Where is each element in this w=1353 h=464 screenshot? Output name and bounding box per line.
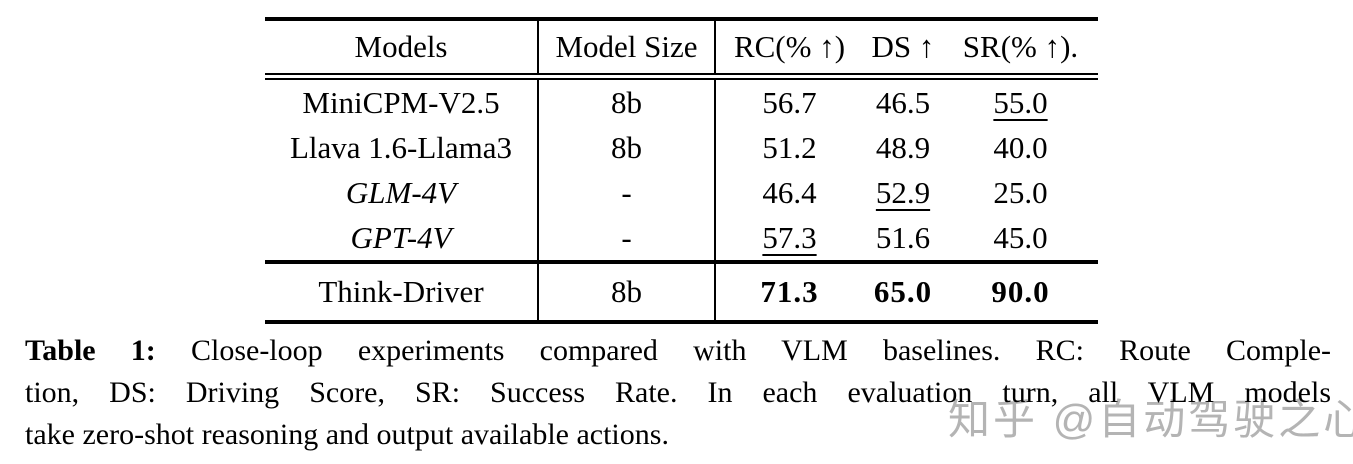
ds-cell: 46.5 (875, 84, 931, 120)
table-row: GPT-4V - 57.3 51.6 45.0 (265, 215, 1098, 264)
sr-cell: 40.0 (993, 129, 1048, 165)
results-table-container: Models Model Size RC(% ↑) DS ↑ SR(% ↑). … (265, 17, 1098, 324)
header-sr: SR(% ↑). (943, 19, 1098, 80)
table-header-row: Models Model Size RC(% ↑) DS ↑ SR(% ↑). (265, 19, 1098, 80)
ds-cell: 48.9 (875, 129, 931, 165)
caption-line-2: tion, DS: Driving Score, SR: Success Rat… (25, 376, 1331, 409)
model-name-cell: MiniCPM-V2.5 (302, 84, 500, 120)
sr-cell: 45.0 (943, 215, 1098, 264)
rc-cell: 51.2 (714, 125, 863, 170)
table-row: Llava 1.6-Llama3 8b 51.2 48.9 40.0 (265, 125, 1098, 170)
rc-cell: 56.7 (714, 76, 863, 125)
highlight-row: Think-Driver 8b 71.3 65.0 90.0 (265, 262, 1098, 322)
model-size-cell: - (537, 170, 715, 215)
rc-cell: 46.4 (714, 170, 863, 215)
caption-line-1-text: Close-loop experiments compared with VLM… (190, 334, 1331, 367)
ds-cell: 52.9 (875, 174, 931, 210)
sr-cell: 55.0 (993, 84, 1048, 120)
model-size-cell: 8b (537, 125, 715, 170)
caption-label: Table 1: (25, 334, 156, 367)
model-size-cell: - (537, 215, 715, 264)
table-row: Think-Driver 8b 71.3 65.0 90.0 (265, 262, 1098, 322)
results-table: Models Model Size RC(% ↑) DS ↑ SR(% ↑). … (265, 17, 1098, 324)
sr-cell: 90.0 (991, 274, 1050, 309)
model-name-cell: GPT-4V (265, 215, 538, 264)
caption-line-3: take zero-shot reasoning and output avai… (25, 418, 669, 451)
header-rc: RC(% ↑) (714, 19, 863, 80)
baseline-rows: MiniCPM-V2.5 8b 56.7 46.5 55.0 Llava 1.6… (265, 76, 1098, 264)
zhihu-watermark: 知乎 @自动驾驶之心 (948, 396, 1353, 443)
model-name-cell: GLM-4V (345, 174, 457, 210)
model-name-cell: Llava 1.6-Llama3 (289, 129, 513, 165)
table-row: GLM-4V - 46.4 52.9 25.0 (265, 170, 1098, 215)
table-row: MiniCPM-V2.5 8b 56.7 46.5 55.0 (265, 76, 1098, 125)
header-ds: DS ↑ (863, 19, 943, 80)
header-model-size: Model Size (537, 19, 715, 80)
ds-cell: 51.6 (863, 215, 943, 264)
model-size-cell: 8b (537, 76, 715, 125)
table-caption: Table 1: Close-loop experiments compared… (25, 330, 1331, 456)
ds-cell: 65.0 (873, 274, 933, 309)
rc-cell: 71.3 (714, 262, 863, 322)
sr-cell: 25.0 (993, 174, 1048, 210)
model-size-cell: 8b (537, 262, 715, 322)
rc-cell: 57.3 (714, 215, 863, 264)
model-name-cell: Think-Driver (318, 274, 484, 309)
header-models: Models (265, 19, 538, 80)
caption-line-1: Table 1: Close-loop experiments compared… (25, 330, 1331, 372)
